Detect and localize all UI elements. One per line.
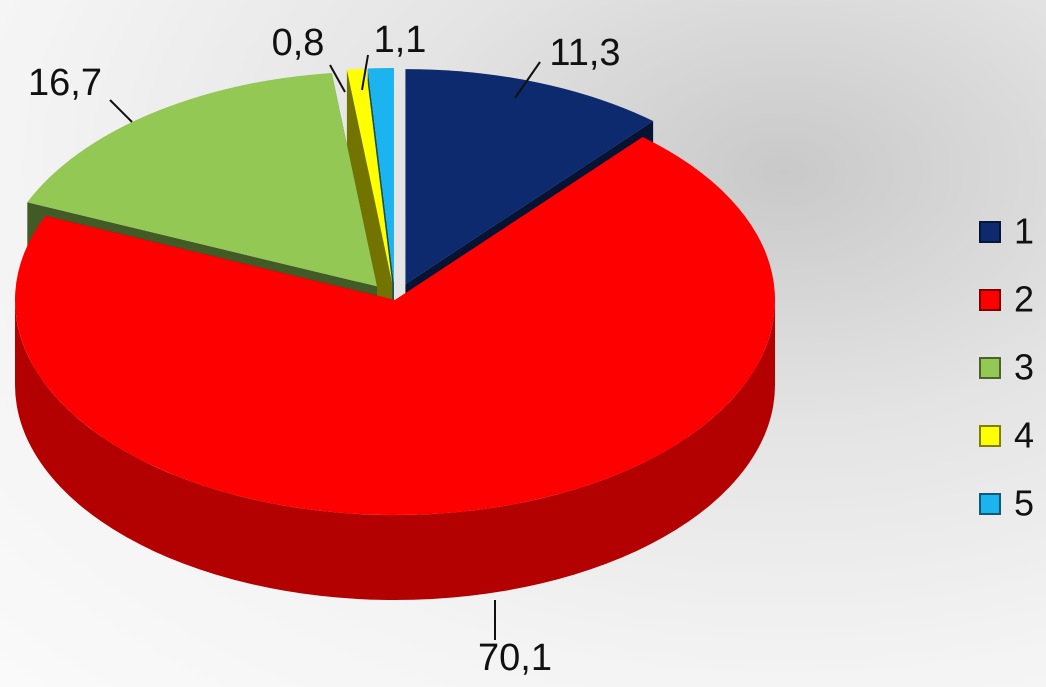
legend-swatch [980, 426, 1000, 446]
legend-swatch [980, 494, 1000, 514]
legend-label: 2 [1014, 279, 1034, 320]
legend-label: 3 [1014, 347, 1034, 388]
data-label: 70,1 [478, 637, 552, 679]
legend-swatch [980, 222, 1000, 242]
chart: 11,3 70,1 16,7 0,8 1,1 1 2 3 4 5 [0, 0, 1046, 687]
legend-label: 1 [1014, 211, 1034, 252]
legend-swatch [980, 358, 1000, 378]
data-label: 11,3 [549, 32, 620, 74]
legend-label: 5 [1014, 483, 1034, 524]
data-label: 16,7 [28, 62, 102, 104]
pie [15, 68, 775, 600]
legend-label: 4 [1014, 415, 1034, 456]
legend: 1 2 3 4 5 [980, 211, 1034, 524]
legend-swatch [980, 290, 1000, 310]
leader-line [110, 100, 132, 122]
page: 11,370,116,70,81,1 12345 (() => { const … [0, 0, 1046, 687]
data-label: 1,1 [374, 19, 427, 61]
data-label: 0,8 [272, 22, 325, 64]
